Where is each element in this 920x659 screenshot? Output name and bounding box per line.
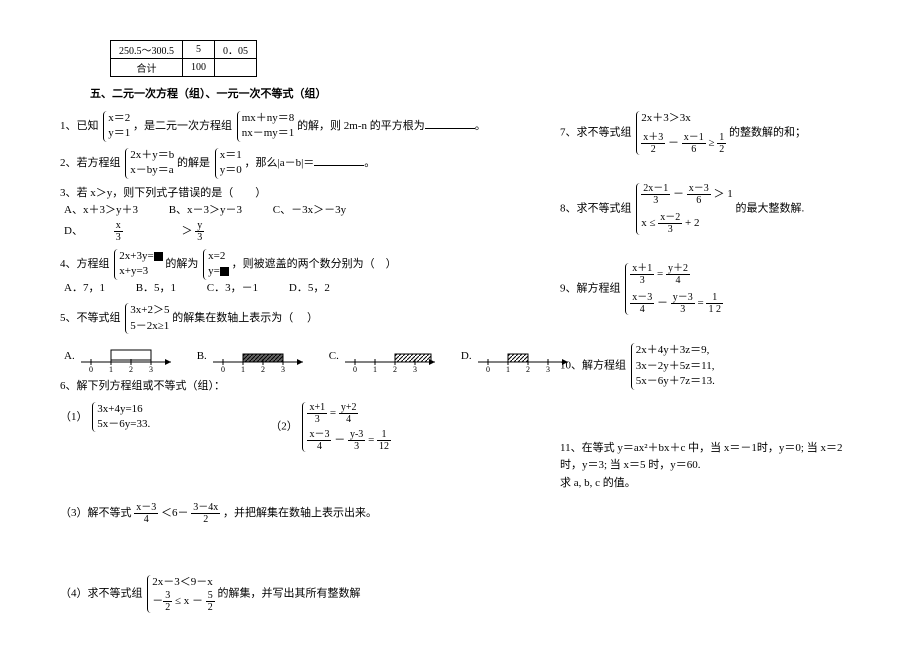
svg-text:2: 2 [261, 365, 265, 372]
opt-c: C．3，－1 [207, 280, 258, 298]
svg-text:3: 3 [413, 365, 417, 372]
problem-6-4: （4）求不等式组 2x－3＜9－x －32 ≤ x － 52 的解集，并写出其所… [60, 575, 540, 613]
text: 2、若方程组 [60, 157, 121, 169]
right-column: 7、求不等式组 2x＋3＞3x x＋32 － x－16 ≥ 12 的整数解的和；… [540, 105, 860, 619]
masked-box [220, 267, 229, 276]
text: 的解集，并写出其所有整数解 [218, 587, 361, 599]
text: 的解是 [177, 157, 210, 169]
text: 的解，则 2m-n 的平方根为 [297, 120, 425, 132]
text: 11、在等式 y＝ax²＋bx＋c 中，当 x＝－1时，y＝0; 当 x＝2 时… [560, 440, 860, 475]
text: 的整数解的和； [729, 127, 806, 139]
svg-text:0: 0 [486, 365, 490, 372]
text: 4、方程组 [60, 258, 110, 270]
problem-2: 2、若方程组 2x＋y＝bx－by＝a 的解是 x＝1y＝0 ，那么|a－b|＝… [60, 148, 540, 179]
text: ，则被遮盖的两个数分别为（ ） [232, 258, 397, 270]
problem-3: 3、若 x＞y，则下列式子错误的是（ ） A、x＋3＞y＋3 B、x－3＞y－3… [60, 185, 540, 243]
svg-text:1: 1 [506, 365, 510, 372]
text: 8、求不等式组 [560, 203, 632, 215]
text: 10、解方程组 [560, 360, 626, 372]
problem-4: 4、方程组 2x+3y=x+y=3 的解为 x=2y= ，则被遮盖的两个数分别为… [60, 249, 540, 297]
svg-text:3: 3 [281, 365, 285, 372]
text: 的解集在数轴上表示为（ ） [172, 312, 318, 324]
problem-8: 8、求不等式组 2x－13 － x－36 ＞ 1 x ≤ x－23 + 2 的最… [560, 183, 860, 235]
opt-b-label: B. [197, 350, 207, 362]
text: 7、求不等式组 [560, 127, 632, 139]
svg-text:0: 0 [221, 365, 225, 372]
cell: 100 [183, 59, 215, 77]
opt-a-label: A. [64, 350, 75, 362]
problem-9: 9、解方程组 x＋13 = y＋24 x－34 － y－33 = 11 2 [560, 263, 860, 315]
opt-b: B．5，1 [136, 280, 176, 298]
opt-d-label: D. [461, 350, 472, 362]
blank [314, 154, 364, 166]
numberline-b: 0 1 2 3 [211, 340, 311, 372]
label: （3）解不等式 [60, 507, 132, 519]
cell [215, 59, 257, 77]
opt-c-label: C. [329, 350, 339, 362]
problem-6: 6、解下列方程组或不等式（组）： [60, 378, 540, 396]
cell: 5 [183, 41, 215, 59]
text: 3、若 x＞y，则下列式子错误的是（ ） [60, 185, 540, 203]
svg-text:1: 1 [109, 365, 113, 372]
svg-text:2: 2 [393, 365, 397, 372]
numberline-a: 0 1 2 3 [79, 340, 179, 372]
blank [425, 117, 475, 129]
opt-a: A．7，1 [64, 280, 105, 298]
problem-7: 7、求不等式组 2x＋3＞3x x＋32 － x－16 ≥ 12 的整数解的和； [560, 111, 860, 155]
problem-6-3: （3）解不等式 x－34 ＜6－ 3－4x2 ，并把解集在数轴上表示出来。 [60, 502, 540, 525]
svg-text:1: 1 [373, 365, 377, 372]
text: 1、已知 [60, 120, 99, 132]
number-lines: A. 0 1 2 3 B. 0 1 2 3 C. 0 1 2 3 D. 0 [64, 340, 540, 372]
svg-text:0: 0 [89, 365, 93, 372]
text: 5、不等式组 [60, 312, 121, 324]
problem-6-1-2: （1） 3x+4y=165x－6y=33. （2） x+13 = y+24 x－… [60, 402, 540, 452]
text: 的解为 [165, 258, 198, 270]
svg-text:2: 2 [129, 365, 133, 372]
svg-text:2: 2 [526, 365, 530, 372]
text: 9、解方程组 [560, 283, 621, 295]
numberline-c: 0 1 2 3 [343, 340, 443, 372]
label: （4）求不等式组 [60, 587, 143, 599]
label: （2） [270, 420, 298, 432]
masked-box [154, 252, 163, 261]
problem-5: 5、不等式组 3x+2＞55－2x≥1 的解集在数轴上表示为（ ） [60, 303, 540, 334]
cell: 合计 [111, 59, 183, 77]
problem-11: 11、在等式 y＝ax²＋bx＋c 中，当 x＝－1时，y＝0; 当 x＝2 时… [560, 440, 860, 493]
cell: 0．05 [215, 41, 257, 59]
text: ，那么|a－b|＝ [245, 157, 315, 169]
frequency-table: 250.5～300.5 5 0．05 合计 100 [110, 40, 257, 77]
cell: 250.5～300.5 [111, 41, 183, 59]
text: ，是二元一次方程组 [133, 120, 232, 132]
text: 的最大整数解. [736, 203, 805, 215]
svg-text:1: 1 [241, 365, 245, 372]
svg-text:0: 0 [353, 365, 357, 372]
svg-text:3: 3 [149, 365, 153, 372]
section-title: 五、二元一次方程（组）、一元一次不等式（组） [90, 85, 860, 101]
problem-10: 10、解方程组 2x＋4y＋3z＝9, 3x－2y＋5z＝11, 5x－6y＋7… [560, 343, 860, 389]
opt-c: C、－3x＞－3y [273, 202, 346, 220]
label: （1） [60, 410, 88, 422]
opt-d: D、 x3 ＞ y3 [64, 220, 260, 243]
text: ，并把解集在数轴上表示出来。 [223, 507, 377, 519]
opt-a: A、x＋3＞y＋3 [64, 202, 138, 220]
text: 求 a, b, c 的值。 [560, 475, 860, 493]
opt-d: D．5，2 [289, 280, 330, 298]
problem-1: 1、已知 x＝2y＝1 ，是二元一次方程组 mx＋ny＝8nx－my＝1 的解，… [60, 111, 540, 142]
left-column: 1、已知 x＝2y＝1 ，是二元一次方程组 mx＋ny＝8nx－my＝1 的解，… [60, 105, 540, 619]
opt-b: B、x－3＞y－3 [169, 202, 242, 220]
